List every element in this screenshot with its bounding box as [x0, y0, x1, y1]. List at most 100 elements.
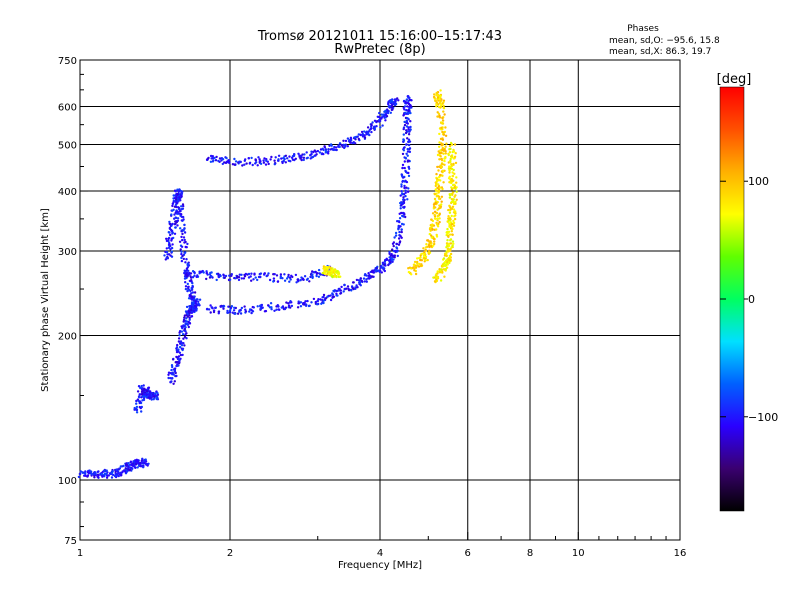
- data-point: [405, 143, 408, 146]
- data-point: [442, 110, 445, 113]
- data-point: [171, 358, 175, 361]
- data-point: [404, 189, 407, 192]
- data-point: [267, 162, 270, 166]
- data-point: [406, 154, 409, 157]
- data-point: [297, 302, 300, 305]
- data-point: [191, 307, 195, 311]
- data-point: [438, 114, 441, 117]
- data-point: [401, 192, 404, 195]
- data-point: [217, 312, 220, 315]
- data-point: [79, 470, 83, 473]
- data-point: [451, 244, 454, 247]
- data-point: [435, 103, 438, 106]
- data-point: [340, 143, 343, 147]
- data-point: [436, 214, 439, 218]
- data-point: [360, 279, 363, 283]
- data-point: [398, 217, 402, 220]
- x-axis-label: Frequency [MHz]: [338, 560, 422, 571]
- data-point: [96, 470, 100, 474]
- data-point: [448, 175, 451, 178]
- data-point: [420, 264, 423, 267]
- data-point: [451, 205, 455, 208]
- data-point: [328, 144, 331, 147]
- data-point: [346, 285, 350, 288]
- data-point: [430, 225, 434, 228]
- data-point: [111, 470, 114, 473]
- data-point: [434, 184, 437, 188]
- data-point: [443, 163, 446, 166]
- data-point: [450, 155, 453, 158]
- data-point: [442, 268, 445, 271]
- data-point: [182, 236, 186, 239]
- data-point: [299, 279, 302, 282]
- data-point: [404, 101, 408, 104]
- data-point: [177, 337, 181, 340]
- data-point: [406, 150, 410, 153]
- data-point: [435, 177, 439, 181]
- data-point: [335, 148, 338, 152]
- data-point: [402, 100, 406, 103]
- data-point: [168, 226, 172, 230]
- x-tick-label: 16: [674, 548, 687, 559]
- data-point: [177, 364, 180, 367]
- data-point: [343, 287, 347, 291]
- data-point: [139, 386, 142, 390]
- data-point: [193, 298, 196, 301]
- data-point: [181, 254, 184, 258]
- data-point: [188, 316, 191, 320]
- data-point: [81, 471, 84, 474]
- data-point: [352, 141, 355, 144]
- data-point: [142, 388, 146, 391]
- data-point: [185, 275, 189, 278]
- data-point: [390, 257, 393, 260]
- data-point: [228, 278, 232, 281]
- data-point: [293, 158, 296, 162]
- data-point: [190, 279, 193, 282]
- data-point: [275, 308, 278, 311]
- data-point: [366, 126, 370, 129]
- data-point: [340, 285, 343, 289]
- data-point: [172, 200, 175, 204]
- data-point: [403, 166, 406, 170]
- data-point: [358, 279, 362, 283]
- data-point: [388, 256, 391, 259]
- data-point: [129, 460, 133, 463]
- data-point: [435, 94, 438, 97]
- data-point: [409, 128, 412, 131]
- data-point: [183, 327, 187, 331]
- y-tick-label: 300: [58, 247, 77, 258]
- data-point: [402, 149, 406, 152]
- data-point: [170, 368, 173, 372]
- data-point: [400, 230, 403, 234]
- data-point: [329, 143, 333, 146]
- data-point: [435, 172, 438, 176]
- data-point: [329, 266, 332, 269]
- data-point: [368, 277, 371, 280]
- data-point: [178, 345, 182, 349]
- data-point: [255, 161, 258, 164]
- data-point: [228, 274, 231, 277]
- data-point: [167, 237, 170, 241]
- data-point: [448, 211, 452, 214]
- data-point: [319, 298, 322, 301]
- data-point: [443, 159, 446, 163]
- data-point: [440, 159, 444, 162]
- data-point: [240, 277, 243, 280]
- data-point: [439, 279, 443, 282]
- data-point: [190, 298, 194, 301]
- data-point: [331, 293, 335, 296]
- data-point: [408, 107, 411, 110]
- data-point: [311, 273, 314, 277]
- data-point: [252, 278, 255, 281]
- data-point: [130, 463, 133, 467]
- data-point: [396, 220, 399, 223]
- data-point: [281, 305, 285, 308]
- data-point: [450, 214, 453, 218]
- data-point: [301, 277, 305, 281]
- data-point: [167, 373, 170, 376]
- data-point: [174, 199, 178, 202]
- data-point: [398, 220, 401, 224]
- data-point: [276, 280, 280, 283]
- data-point: [237, 276, 241, 279]
- data-point: [448, 261, 451, 265]
